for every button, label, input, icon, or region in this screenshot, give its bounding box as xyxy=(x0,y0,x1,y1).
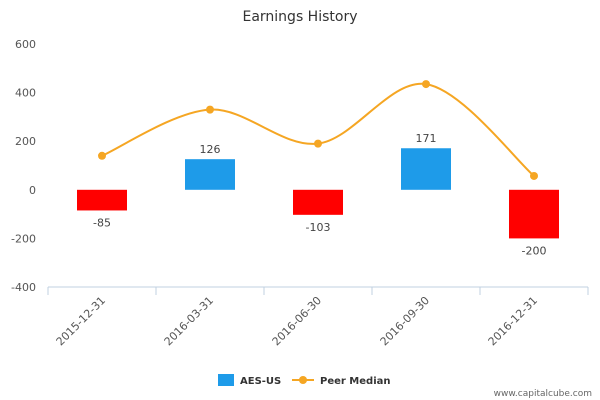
y-tick-label: -400 xyxy=(11,281,36,294)
peer-median-point-2016-09-30[interactable] xyxy=(422,80,430,89)
peer-median-point-2016-03-31[interactable] xyxy=(206,105,214,114)
legend-marker-peer-median[interactable] xyxy=(299,376,307,384)
peer-median-point-2016-12-31[interactable] xyxy=(530,171,538,180)
x-tick-label: 2016-09-30 xyxy=(378,294,432,348)
bar-data-label: 126 xyxy=(200,143,221,156)
bar-data-label: 171 xyxy=(416,132,437,145)
bar-2016-06-30[interactable] xyxy=(293,189,343,215)
x-tick-label: 2015-12-31 xyxy=(54,294,108,348)
x-tick-label: 2016-12-31 xyxy=(486,294,540,348)
y-tick-label: 400 xyxy=(15,87,36,100)
y-tick-label: -200 xyxy=(11,232,36,245)
bar-2016-09-30[interactable] xyxy=(401,148,451,190)
peer-median-point-2015-12-31[interactable] xyxy=(98,151,106,160)
y-tick-label: 200 xyxy=(15,135,36,148)
peer-median-line xyxy=(101,83,535,177)
y-tick-label: 600 xyxy=(15,38,36,51)
bar-2016-03-31[interactable] xyxy=(185,159,235,190)
chart-title: Earnings History xyxy=(242,9,357,25)
x-tick-label: 2016-03-31 xyxy=(162,294,216,348)
bar-2016-12-31[interactable] xyxy=(509,189,559,239)
bar-data-label: -103 xyxy=(306,221,331,234)
legend-label-aes-us[interactable]: AES-US xyxy=(240,376,281,387)
credit-text: www.capitalcube.com xyxy=(494,389,592,399)
bar-2015-12-31[interactable] xyxy=(77,189,127,211)
y-tick-label: 0 xyxy=(29,184,36,197)
legend-label-peer-median[interactable]: Peer Median xyxy=(320,376,391,387)
legend: AES-US Peer Median xyxy=(218,374,391,387)
peer-median-point-2016-06-30[interactable] xyxy=(314,139,322,148)
x-tick-label: 2016-06-30 xyxy=(270,294,324,348)
legend-swatch-aes-us[interactable] xyxy=(218,374,234,386)
bar-data-label: -200 xyxy=(522,244,547,257)
bar-data-label: -85 xyxy=(93,216,111,229)
